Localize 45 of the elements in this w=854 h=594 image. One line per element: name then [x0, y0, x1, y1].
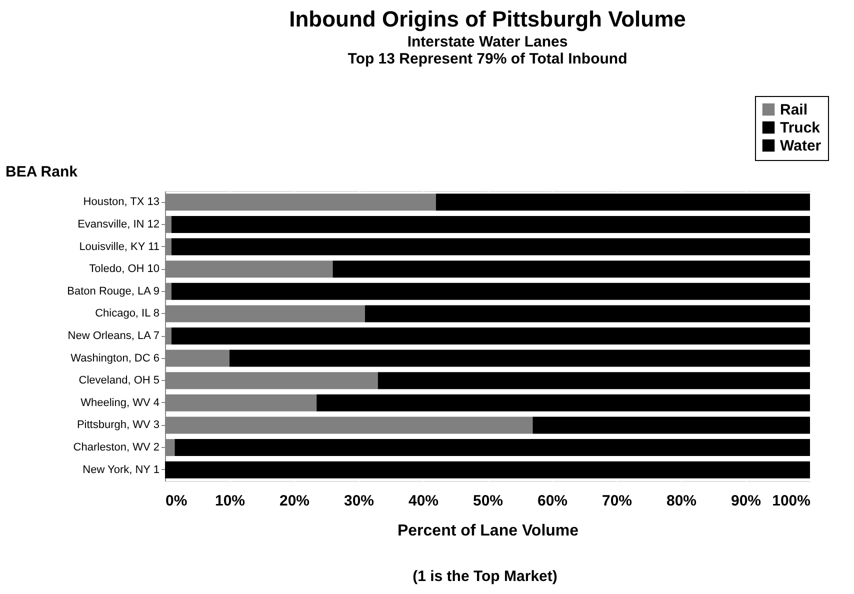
y-tick-label: Chicago, IL 8 — [95, 308, 160, 320]
y-tick-label: Cleveland, OH 5 — [78, 374, 160, 387]
bar — [230, 350, 810, 367]
y-tick-label: Washington, DC 6 — [70, 352, 160, 364]
y-tick-label: New York, NY 1 — [82, 464, 160, 476]
bar — [316, 394, 810, 412]
y-tick-label: Evansville, IN 12 — [78, 218, 160, 230]
legend-label: Truck — [780, 120, 821, 136]
y-tick-label: Baton Rouge, LA 9 — [67, 285, 160, 298]
x-tick-label: 10% — [214, 492, 246, 510]
bar — [378, 372, 810, 390]
bar — [165, 461, 810, 478]
bar — [171, 216, 810, 233]
x-tick-label: 80% — [666, 492, 697, 510]
chart-subtitle: Interstate Water Lanes Top 13 Represent 79% of Total Inbound — [348, 34, 628, 68]
y-axis-title: BEA Rank — [6, 164, 78, 180]
x-tick-label: 100% — [772, 492, 810, 510]
x-tick-label: 90% — [730, 492, 762, 510]
y-tick-label: New Orleans, LA 7 — [68, 330, 160, 342]
bar — [436, 194, 810, 211]
y-tick-label: Charleston, WV 2 — [73, 442, 160, 454]
x-tick-label: 50% — [472, 492, 504, 510]
bar — [332, 260, 810, 278]
x-tick-label: 70% — [602, 492, 632, 510]
legend-label: Water — [780, 138, 822, 154]
legend-label: Rail — [780, 102, 808, 118]
y-tick-label: Wheeling, WV 4 — [80, 396, 160, 409]
bar — [171, 238, 810, 256]
y-tick-label: Houston, TX 13 — [83, 196, 160, 208]
x-tick-label: 20% — [279, 492, 310, 510]
bar — [364, 305, 810, 322]
y-tick-label: Toledo, OH 10 — [89, 263, 160, 276]
text: (1 is the Top Market) — [412, 568, 558, 585]
x-tick-label: 40% — [408, 492, 439, 510]
x-tick-label: 30% — [344, 492, 374, 510]
y-tick-label: Louisville, KY 11 — [79, 240, 160, 253]
bar — [532, 416, 810, 434]
x-axis-title: Percent of Lane Volume — [397, 522, 579, 540]
x-tick-label: 60% — [537, 492, 568, 510]
chart-title: Inbound Origins of Pittsburgh Volume — [289, 6, 686, 32]
bar — [171, 328, 810, 344]
x-tick-label: 0% — [166, 492, 188, 510]
y-tick-label: Pittsburgh, WV 3 — [76, 419, 160, 432]
bar — [174, 439, 810, 456]
bar — [171, 282, 810, 300]
